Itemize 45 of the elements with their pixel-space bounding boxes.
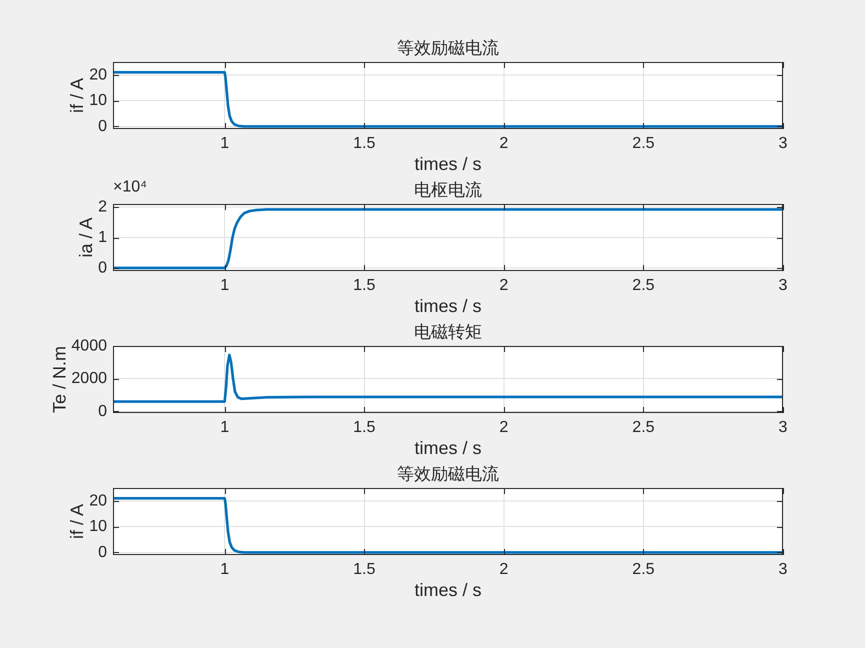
y-tick-label: 0 <box>98 259 108 276</box>
y-axis-title: if / A <box>67 78 88 114</box>
x-tick-label: 1.5 <box>353 277 376 294</box>
y-tick-label: 0 <box>98 118 108 135</box>
x-tick-label: 1 <box>220 419 230 436</box>
x-tick-label: 2.5 <box>632 419 655 436</box>
x-tick-label: 1 <box>220 561 230 578</box>
chart-title: 等效励磁电流 <box>397 464 499 484</box>
x-tick-label: 1 <box>220 135 230 152</box>
chart-title: 等效励磁电流 <box>397 38 499 58</box>
x-tick-label: 2 <box>499 561 508 578</box>
x-tick-label: 2 <box>499 277 508 294</box>
y-tick-label: 1 <box>98 228 108 246</box>
y-tick-label: 2000 <box>71 370 108 388</box>
x-tick-label: 3 <box>778 277 788 294</box>
x-tick-label: 1.5 <box>353 561 376 578</box>
x-tick-label: 2 <box>499 419 508 436</box>
x-axis-title: times / s <box>414 154 482 174</box>
x-tick-label: 2.5 <box>632 135 655 152</box>
y-axis-title: ia / A <box>76 217 96 258</box>
y-tick-label: 0 <box>98 402 108 420</box>
chart-title: 电枢电流 <box>414 180 482 200</box>
x-axis-title: times / s <box>414 438 482 458</box>
x-tick-label: 2.5 <box>632 277 655 294</box>
y-tick-label: 10 <box>89 518 108 536</box>
x-axis-title: times / s <box>414 580 482 600</box>
y-tick-label: 0 <box>98 544 108 561</box>
x-tick-label: 1.5 <box>353 419 376 436</box>
x-tick-label: 1 <box>220 277 230 294</box>
x-tick-label: 3 <box>778 419 788 436</box>
x-axis-title: times / s <box>414 296 482 316</box>
x-tick-label: 2 <box>499 135 508 152</box>
x-tick-label: 3 <box>778 561 788 578</box>
x-tick-label: 3 <box>778 135 788 152</box>
y-tick-label: 10 <box>89 92 108 110</box>
x-tick-label: 1.5 <box>353 135 376 152</box>
y-tick-label: 20 <box>89 492 108 510</box>
y-tick-label: 20 <box>89 66 108 84</box>
x-tick-label: 2.5 <box>632 561 655 578</box>
y-tick-label: 2 <box>98 198 108 216</box>
y-axis-title: Te / N.m <box>49 346 70 414</box>
chart-title: 电磁转矩 <box>414 322 482 342</box>
text: ×10⁴ <box>113 178 148 196</box>
y-axis-title: if / A <box>67 504 88 540</box>
y-tick-label: 4000 <box>71 337 108 354</box>
